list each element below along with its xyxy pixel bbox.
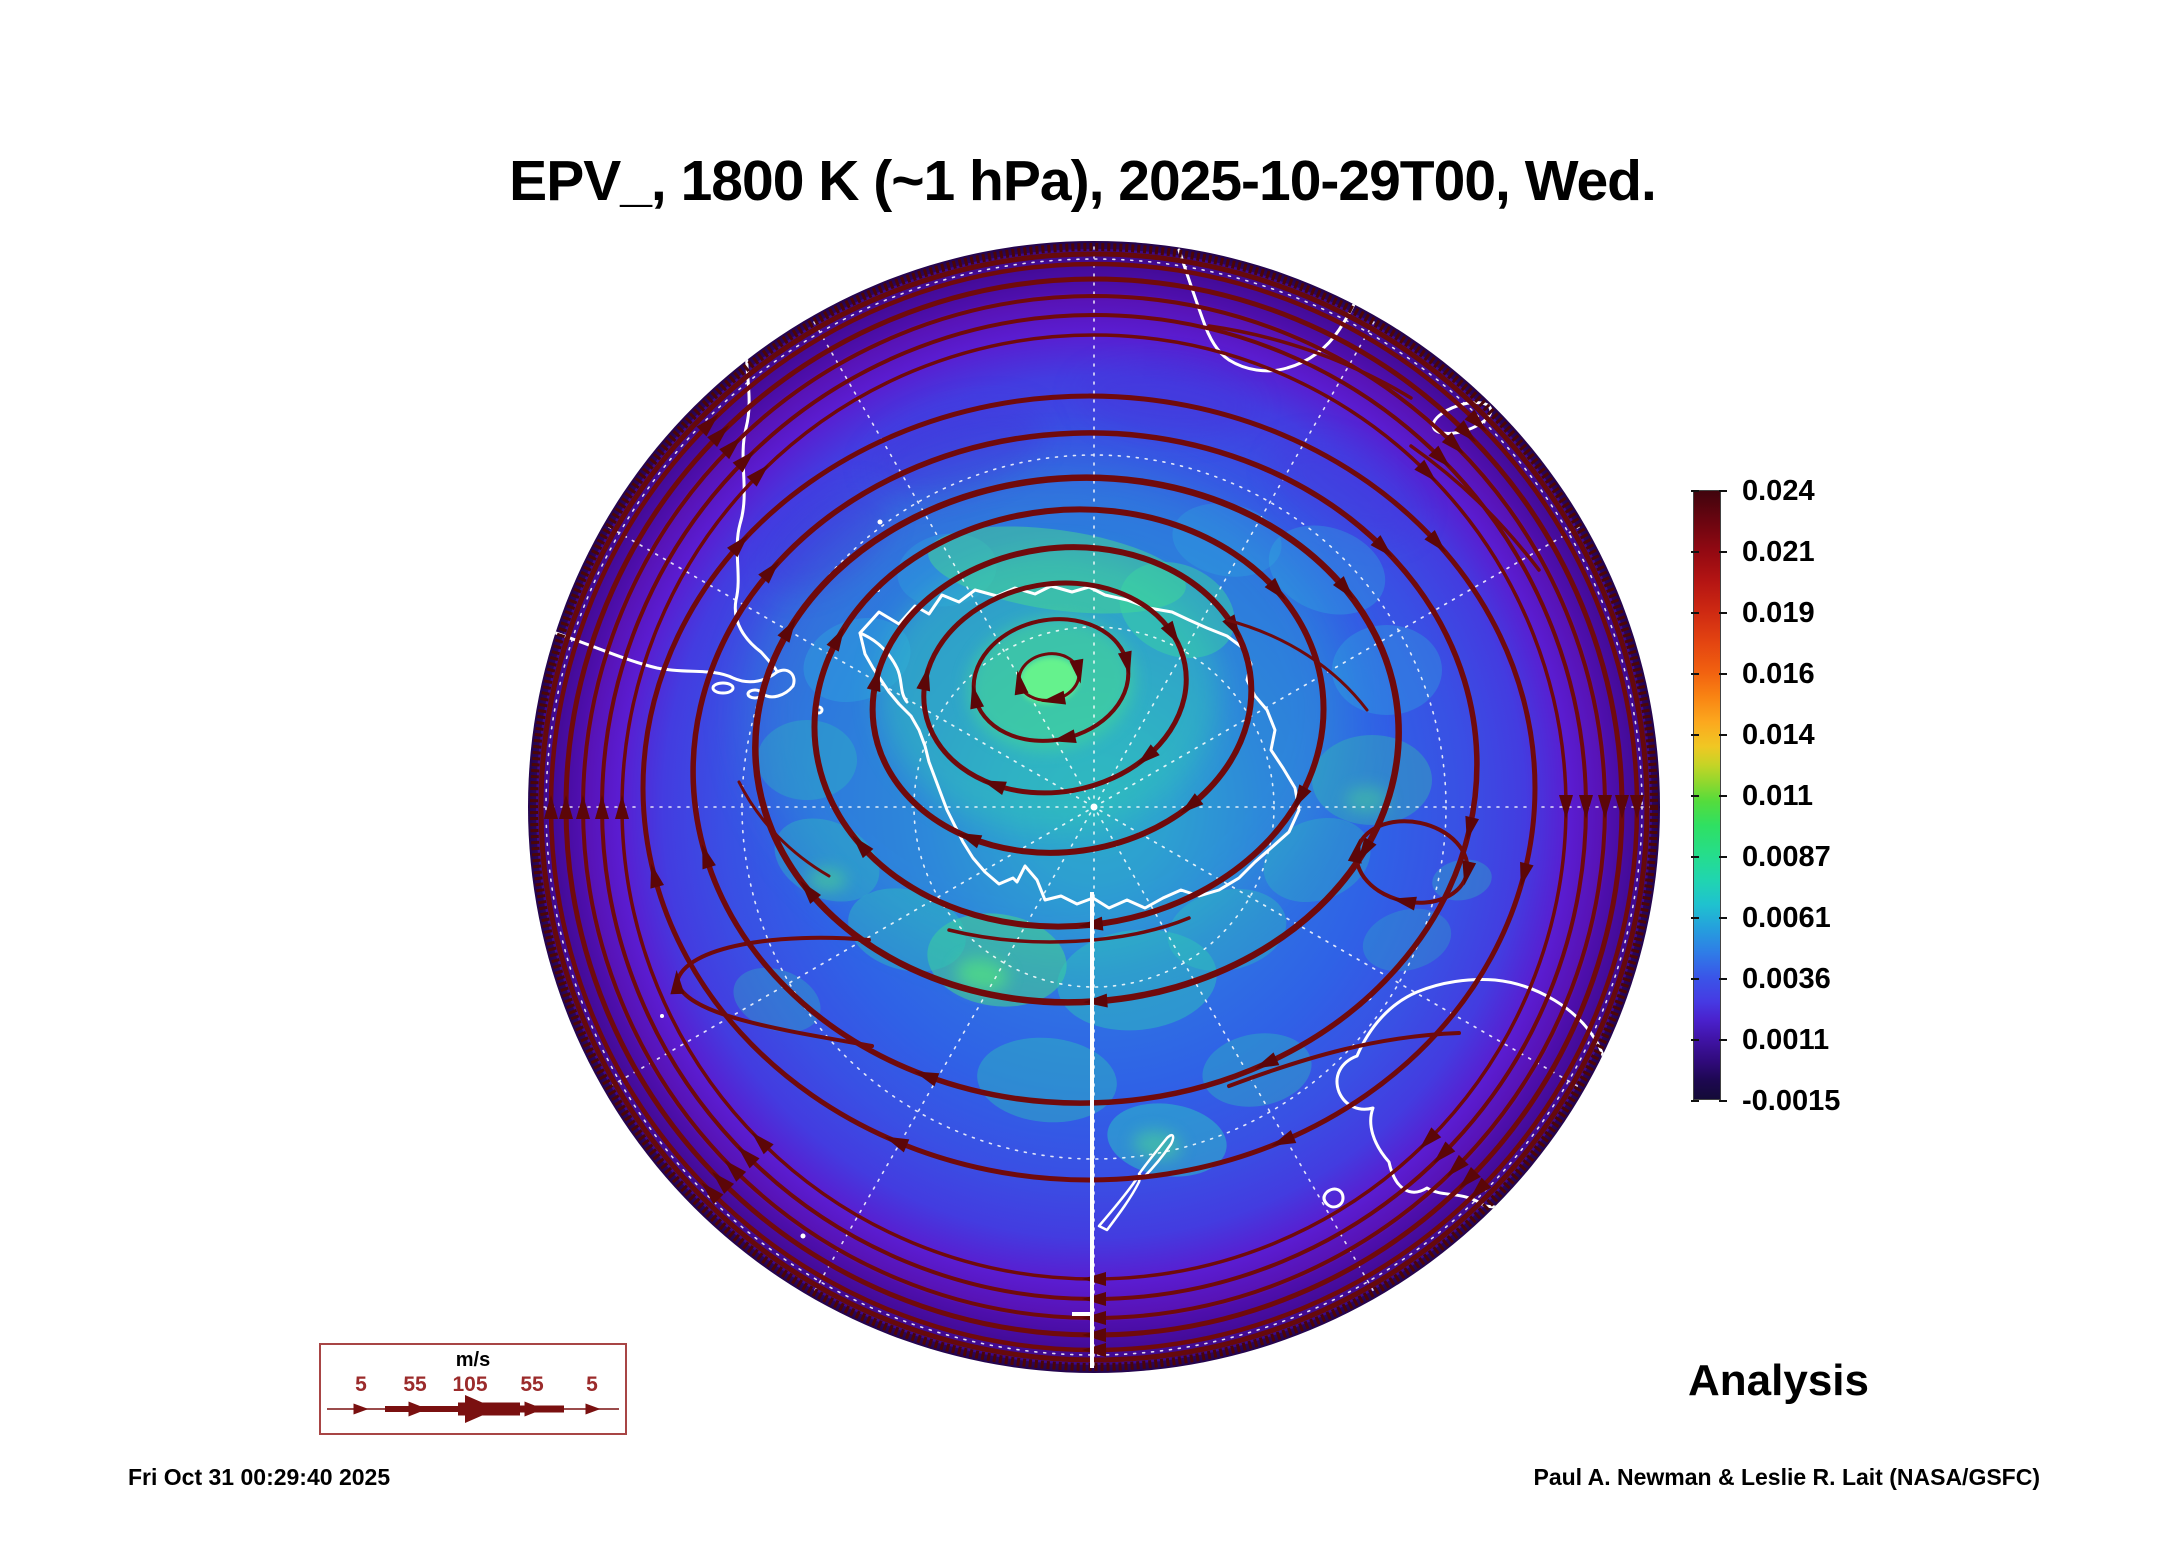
- colorbar-tick-mark: [1719, 856, 1727, 858]
- colorbar-tick-mark: [1719, 490, 1727, 492]
- colorbar-tick-label: 0.024: [1742, 475, 1815, 507]
- colorbar-tick-mark: [1691, 1039, 1699, 1041]
- colorbar-tick-mark: [1719, 551, 1727, 553]
- colorbar-tick-label: 0.019: [1742, 597, 1815, 629]
- colorbar-tick-mark: [1691, 551, 1699, 553]
- wind-speed-tick: 55: [520, 1373, 544, 1396]
- colorbar-tick-mark: [1719, 917, 1727, 919]
- wind-speed-tick: 55: [403, 1373, 427, 1396]
- colorbar-tick-label: 0.0087: [1742, 841, 1831, 873]
- colorbar-tick-mark: [1719, 795, 1727, 797]
- colorbar-tick-mark: [1719, 1100, 1727, 1102]
- colorbar-tick-mark: [1691, 978, 1699, 980]
- colorbar-tick-mark: [1691, 490, 1699, 492]
- colorbar-tick-label: 0.0011: [1742, 1024, 1830, 1056]
- epv-map: [527, 240, 1672, 1385]
- wind-speed-legend: m/s 5 55 105 55 5: [319, 1343, 627, 1435]
- colorbar-tick-mark: [1719, 673, 1727, 675]
- wind-speed-tick: 5: [355, 1373, 367, 1396]
- colorbar-tick-label: 0.0036: [1742, 963, 1831, 995]
- colorbar-tick-mark: [1719, 978, 1727, 980]
- colorbar-tick-mark: [1691, 612, 1699, 614]
- colorbar-tick-label: 0.014: [1742, 719, 1815, 751]
- colorbar-tick-mark: [1719, 612, 1727, 614]
- colorbar-tick-label: 0.016: [1742, 658, 1815, 690]
- colorbar-tick-label: 0.0061: [1742, 902, 1831, 934]
- colorbar-tick-mark: [1719, 734, 1727, 736]
- wind-speed-tick: 5: [586, 1373, 598, 1396]
- creation-timestamp: Fri Oct 31 00:29:40 2025: [128, 1464, 391, 1490]
- wind-speed-tick: 105: [452, 1373, 488, 1396]
- colorbar-tick-mark: [1691, 917, 1699, 919]
- analysis-label: Analysis: [1688, 1356, 1869, 1405]
- colorbar-ticks: [1689, 490, 1727, 1102]
- colorbar-tick-mark: [1691, 1100, 1699, 1102]
- colorbar-tick-mark: [1691, 673, 1699, 675]
- colorbar-tick-mark: [1691, 734, 1699, 736]
- colorbar-tick-mark: [1691, 795, 1699, 797]
- plot-title: EPV_, 1800 K (~1 hPa), 2025-10-29T00, We…: [509, 149, 1657, 213]
- epv-map-canvas: [528, 241, 1660, 1373]
- colorbar-tick-label: 0.021: [1742, 536, 1815, 568]
- colorbar-tick-mark: [1691, 856, 1699, 858]
- colorbar-tick-label: 0.011: [1742, 780, 1813, 812]
- wind-units-label: m/s: [455, 1349, 491, 1371]
- credit-text: Paul A. Newman & Leslie R. Lait (NASA/GS…: [1533, 1464, 2040, 1490]
- colorbar-labels: 0.024 0.021 0.019 0.016 0.014 0.011 0.0087 0.00…: [1742, 475, 1962, 1130]
- wind-arrow-scale: [327, 1395, 619, 1423]
- colorbar-tick-mark: [1719, 1039, 1727, 1041]
- colorbar-tick-label: -0.0015: [1742, 1085, 1841, 1117]
